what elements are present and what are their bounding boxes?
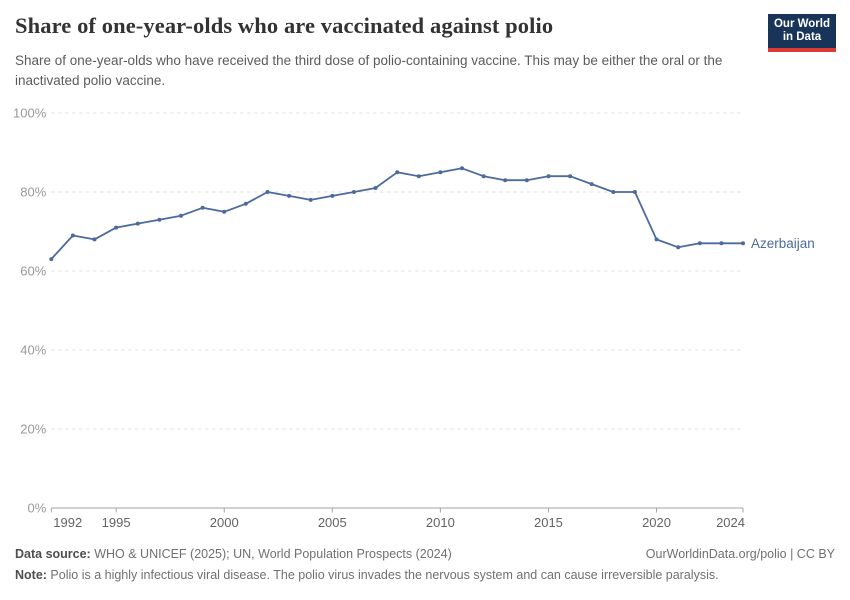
x-axis-label: 2010	[426, 515, 455, 530]
data-point	[416, 174, 421, 179]
x-axis-label: 2015	[534, 515, 563, 530]
data-point	[568, 174, 573, 179]
data-point	[179, 213, 183, 218]
y-axis-label: 0%	[28, 501, 47, 516]
x-axis-label: 1995	[102, 515, 131, 530]
data-point	[395, 170, 400, 175]
data-point	[438, 170, 443, 175]
chart-subtitle: Share of one-year-olds who have received…	[15, 53, 723, 88]
data-point	[611, 190, 616, 194]
x-axis-label: 2024	[716, 515, 745, 530]
x-axis-label: 2000	[210, 515, 239, 530]
data-source-label: Data source:	[15, 547, 91, 561]
x-axis-label: 2005	[318, 515, 347, 530]
chart-note: Note: Polio is a highly infectious viral…	[15, 567, 835, 583]
data-source-text: WHO & UNICEF (2025); UN, World Populatio…	[90, 547, 452, 561]
data-point	[741, 241, 745, 246]
data-point	[222, 209, 227, 214]
note-label: Note:	[15, 568, 47, 582]
y-axis-label: 20%	[20, 422, 46, 437]
y-axis-label: 80%	[20, 185, 46, 200]
owid-logo[interactable]: Our World in Data	[768, 14, 836, 52]
data-point	[697, 241, 702, 246]
y-axis-label: 60%	[20, 264, 46, 279]
x-axis-label: 1992	[53, 515, 82, 530]
data-point	[92, 237, 97, 242]
data-point	[265, 190, 270, 194]
data-point	[524, 178, 529, 183]
series-end-label: Azerbaijan	[751, 236, 815, 251]
data-point	[481, 174, 486, 179]
data-point	[308, 197, 313, 202]
data-point	[49, 257, 54, 262]
y-axis-label: 40%	[20, 343, 46, 358]
data-point	[546, 174, 551, 179]
data-point	[70, 233, 75, 238]
data-point	[654, 237, 659, 242]
data-point	[503, 178, 508, 183]
owid-logo-line2: in Data	[782, 31, 822, 43]
note-text: Polio is a highly infectious viral disea…	[46, 568, 719, 582]
data-point	[632, 190, 637, 194]
owid-logo-line1: Our World	[773, 17, 830, 30]
data-point	[200, 205, 205, 210]
data-line	[50, 167, 744, 261]
chart-footer: Data source: WHO & UNICEF (2025); UN, Wo…	[15, 546, 835, 562]
data-point	[719, 241, 724, 246]
data-point	[135, 221, 140, 226]
data-point	[589, 182, 594, 187]
page-title: Share of one-year-olds who are vaccinate…	[15, 13, 554, 38]
data-source-line: Data source: WHO & UNICEF (2025); UN, Wo…	[15, 546, 452, 562]
data-point	[287, 193, 292, 198]
data-point	[114, 225, 119, 230]
x-axis-label: 2020	[642, 515, 671, 530]
data-point	[243, 201, 248, 206]
y-axis-label: 100%	[13, 106, 47, 121]
data-point	[676, 245, 681, 250]
data-point	[330, 193, 335, 198]
attribution-link[interactable]: OurWorldinData.org/polio | CC BY	[645, 547, 835, 561]
data-point	[351, 190, 356, 194]
data-point	[373, 186, 378, 190]
data-point	[460, 166, 464, 171]
data-point	[157, 217, 162, 222]
